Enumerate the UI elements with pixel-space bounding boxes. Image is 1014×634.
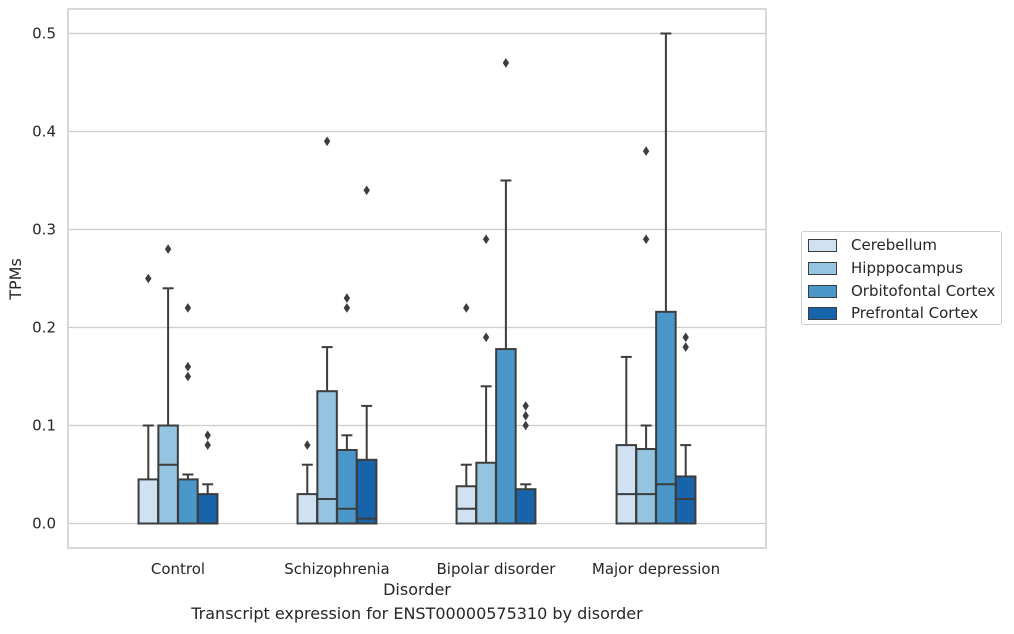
legend-label-orbitofrontal-cortex: Orbitofontal Cortex <box>851 282 996 300</box>
box-control-prefrontal-cortex <box>196 430 219 525</box>
y-tick-label-0-1: 0.1 <box>32 417 56 435</box>
legend-swatch-prefrontal-cortex <box>808 306 837 320</box>
box-control-orbitofontal-cortex-iqr-box <box>177 478 199 525</box>
box-control-hipppocampus-outlier-0 <box>164 244 172 254</box>
x-tick-labels: Control Schizophrenia Bipolar disorder Majo… <box>151 560 720 578</box>
box-bipolar-disorder-prefrontal-cortex-iqr-box <box>514 488 537 525</box>
x-tick-label-major-depression: Major depression <box>592 560 720 578</box>
y-tick-label-0-0: 0.0 <box>32 515 56 533</box>
box-major-depression-hipppocampus-outlier-1 <box>642 146 650 156</box>
box-major-depression-prefrontal-cortex-outlier-0 <box>682 342 689 352</box>
box-bipolar-disorder-cerebellum-outlier-0 <box>463 303 470 313</box>
box-major-depression-prefrontal-cortex <box>674 332 697 525</box>
box-bipolar-disorder-orbitofontal-cortex-iqr-box <box>495 348 517 525</box>
box-bipolar-disorder-orbitofontal-cortex-outlier-0 <box>502 58 510 68</box>
box-control-hipppocampus-iqr-box <box>157 424 179 525</box>
legend: Cerebellum Hipppocampus Orbitofontal Cor… <box>801 231 1002 325</box>
legend-item-cerebellum: Cerebellum <box>808 235 937 255</box>
box-bipolar-disorder-hipppocampus-iqr-box <box>475 461 497 525</box>
box-major-depression-cerebellum <box>615 355 638 525</box>
box-schizophrenia-hipppocampus <box>316 136 338 525</box>
box-bipolar-disorder-hipppocampus-outlier-1 <box>482 234 490 245</box>
box-control-prefrontal-cortex-iqr-box <box>196 493 219 525</box>
box-bipolar-disorder-hipppocampus-outlier-0 <box>482 332 490 343</box>
x-tick-label-schizophrenia: Schizophrenia <box>284 560 389 578</box>
box-major-depression-orbitofontal-cortex-iqr-box <box>655 310 677 525</box>
legend-label-hippocampus: Hipppocampus <box>851 259 964 277</box>
box-bipolar-disorder-hipppocampus <box>475 234 497 525</box>
box-major-depression-prefrontal-cortex-outlier-1 <box>682 332 689 343</box>
box-control-orbitofontal-cortex-outlier-2 <box>184 303 192 313</box>
legend-label-cerebellum: Cerebellum <box>851 236 937 254</box>
y-tick-labels: 0.0 0.1 0.2 0.3 0.4 0.5 <box>32 25 56 533</box>
box-schizophrenia-orbitofontal-cortex-iqr-box <box>336 449 358 525</box>
box-control-cerebellum-iqr-box <box>137 478 160 525</box>
x-axis-label: Disorder <box>383 580 451 599</box>
box-control-orbitofontal-cortex-outlier-0 <box>184 371 192 382</box>
x-tick-label-control: Control <box>151 560 205 578</box>
box-bipolar-disorder-cerebellum-iqr-box <box>455 485 478 525</box>
box-major-depression-orbitofontal-cortex <box>655 32 677 525</box>
box-bipolar-disorder-prefrontal-cortex-outlier-2 <box>522 401 529 411</box>
y-tick-label-0-3: 0.3 <box>32 221 56 239</box>
box-major-depression-hipppocampus <box>635 146 657 525</box>
box-major-depression-cerebellum-iqr-box <box>615 444 638 525</box>
legend-swatch-orbitofrontal-cortex <box>808 284 837 298</box>
box-control-prefrontal-cortex-outlier-0 <box>204 440 211 450</box>
box-schizophrenia-prefrontal-cortex-iqr-box <box>355 458 378 525</box>
y-tick-label-0-2: 0.2 <box>32 319 56 337</box>
legend-item-prefrontal-cortex: Prefrontal Cortex <box>808 303 978 323</box>
box-schizophrenia-prefrontal-cortex-outlier-0 <box>363 185 370 196</box>
box-schizophrenia-cerebellum <box>296 440 319 525</box>
x-tick-label-bipolar-disorder: Bipolar disorder <box>437 560 557 578</box>
box-bipolar-disorder-prefrontal-cortex-outlier-0 <box>522 420 529 431</box>
box-control-cerebellum <box>137 273 160 525</box>
box-major-depression-hipppocampus-iqr-box <box>635 448 657 525</box>
plot-frame <box>67 8 767 549</box>
box-bipolar-disorder-prefrontal-cortex-outlier-1 <box>522 410 529 421</box>
box-control-orbitofontal-cortex <box>177 303 199 525</box>
legend-swatch-cerebellum <box>808 238 837 252</box>
legend-swatch-hippocampus <box>808 261 837 275</box>
box-control-prefrontal-cortex-outlier-1 <box>204 430 211 441</box>
box-schizophrenia-orbitofontal-cortex-outlier-1 <box>343 293 351 303</box>
box-control-cerebellum-outlier-0 <box>145 273 152 284</box>
box-control-hipppocampus <box>157 244 179 525</box>
box-schizophrenia-orbitofontal-cortex-outlier-0 <box>343 303 351 313</box>
y-tick-label-0-5: 0.5 <box>32 25 56 43</box>
legend-item-orbitofrontal-cortex: Orbitofontal Cortex <box>808 281 995 301</box>
box-bipolar-disorder-cerebellum <box>455 303 478 525</box>
legend-label-prefrontal-cortex: Prefrontal Cortex <box>851 304 979 322</box>
y-tick-label-0-4: 0.4 <box>32 123 56 141</box>
box-schizophrenia-prefrontal-cortex <box>355 185 378 525</box>
box-control-orbitofontal-cortex-outlier-1 <box>184 361 192 372</box>
box-plots <box>137 32 697 525</box>
box-schizophrenia-hipppocampus-outlier-0 <box>323 136 331 147</box>
legend-item-hippocampus: Hipppocampus <box>808 258 963 278</box>
box-major-depression-hipppocampus-outlier-0 <box>642 234 650 245</box>
y-axis-label: TPMs <box>6 258 25 301</box>
box-schizophrenia-hipppocampus-iqr-box <box>316 390 338 525</box>
chart-title: Transcript expression for ENST0000057531… <box>191 604 643 623</box>
box-bipolar-disorder-orbitofontal-cortex <box>495 58 517 525</box>
box-schizophrenia-cerebellum-outlier-0 <box>304 440 311 450</box>
box-schizophrenia-cerebellum-iqr-box <box>296 493 319 525</box>
box-bipolar-disorder-prefrontal-cortex <box>514 401 537 525</box>
